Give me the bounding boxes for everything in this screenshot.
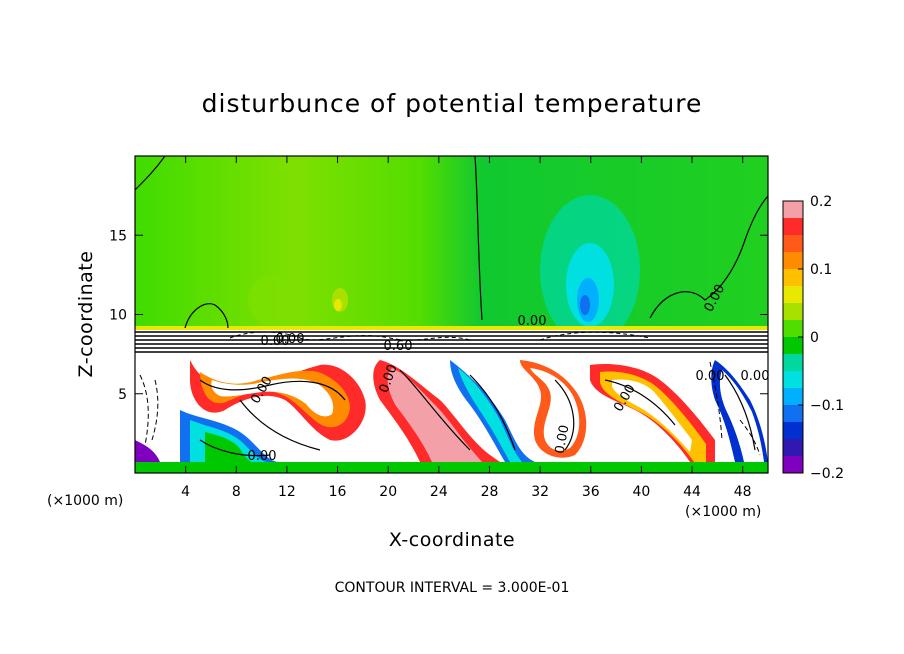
inversion-contours: [135, 331, 768, 353]
contour-label: 0.00: [261, 334, 290, 349]
colorbar-tick-label: 0.1: [810, 262, 832, 278]
x-tick-label: 44: [683, 484, 701, 500]
contour-label: 0.00: [276, 332, 305, 347]
colorbar-tick-label: 0: [810, 330, 819, 346]
colorbar-segment: [783, 405, 803, 423]
x-tick-label: 16: [329, 484, 347, 500]
warm-patch: [248, 275, 292, 325]
x-unit-right: (×1000 m): [685, 504, 761, 520]
y-tick-label: 5: [118, 387, 127, 403]
inversion-band: [135, 330, 768, 354]
colorbar-tick-label: 0.2: [810, 194, 832, 210]
contour-label: 0.00: [696, 369, 725, 384]
x-tick-label: 36: [582, 484, 600, 500]
colorbar-segment: [783, 439, 803, 457]
upper-layer-field: [135, 156, 768, 332]
contour-label: 0.00: [518, 314, 547, 329]
colorbar-segment: [783, 269, 803, 287]
colorbar-segment: [783, 201, 803, 219]
colorbar-segment: [783, 456, 803, 474]
colorbar-segment: [783, 354, 803, 372]
x-tick-label: 12: [278, 484, 296, 500]
contour-label: 0.60: [384, 339, 413, 354]
mixed-layer-bottom: [135, 462, 768, 473]
y-tick-label: 15: [109, 228, 127, 244]
mixed-layer-contours: [199, 369, 756, 457]
x-tick-label: 8: [232, 484, 241, 500]
colorbar-segment: [783, 303, 803, 321]
x-tick-label: 20: [379, 484, 397, 500]
colorbar-segment: [783, 422, 803, 440]
contour-label: 0.00: [553, 424, 573, 455]
colorbar-segment: [783, 320, 803, 338]
x-axis: 4 8 12 16 20 24 28 32 36 40 44 48: [181, 156, 752, 500]
warm-patch: [334, 299, 342, 311]
inversion-dashed-contours: [229, 331, 651, 341]
colorbar-segment: [783, 388, 803, 406]
x-unit-left: (×1000 m): [47, 493, 123, 509]
x-tick-label: 48: [734, 484, 752, 500]
colorbar-segment: [783, 286, 803, 304]
x-tick-label: 28: [481, 484, 499, 500]
upper-contours: [135, 156, 768, 329]
x-tick-label: 40: [632, 484, 650, 500]
y-axis: 5 10 15: [109, 228, 768, 403]
chart-title: disturbunce of potential temperature: [202, 89, 703, 118]
colorbar-segment: [783, 235, 803, 253]
colorbar-segment: [783, 252, 803, 270]
x-tick-label: 24: [430, 484, 448, 500]
x-tick-label: 32: [531, 484, 549, 500]
x-axis-label: X-coordinate: [389, 529, 515, 551]
x-tick-label: 4: [181, 484, 190, 500]
inversion-band: [135, 326, 768, 330]
y-axis-label: Z-coordinate: [75, 251, 97, 378]
colorbar: 0.2 0.1 0 −0.1 −0.2: [782, 194, 844, 482]
colorbar-segment: [783, 371, 803, 389]
turbulent-eddies: [135, 360, 768, 462]
colorbar-segment: [783, 218, 803, 236]
colorbar-segment: [783, 337, 803, 355]
mixed-layer-dashed-contours: [139, 361, 761, 456]
y-tick-label: 10: [109, 308, 127, 324]
contour-label: 0.00: [248, 449, 277, 464]
contour-interval-note: CONTOUR INTERVAL = 3.000E-01: [335, 580, 570, 596]
colorbar-tick-label: −0.1: [810, 398, 844, 414]
colorbar-tick-label: −0.2: [810, 466, 844, 482]
plot-area: [135, 156, 768, 473]
contour-label: 0.00: [741, 369, 770, 384]
cool-plume-center: [580, 295, 590, 315]
